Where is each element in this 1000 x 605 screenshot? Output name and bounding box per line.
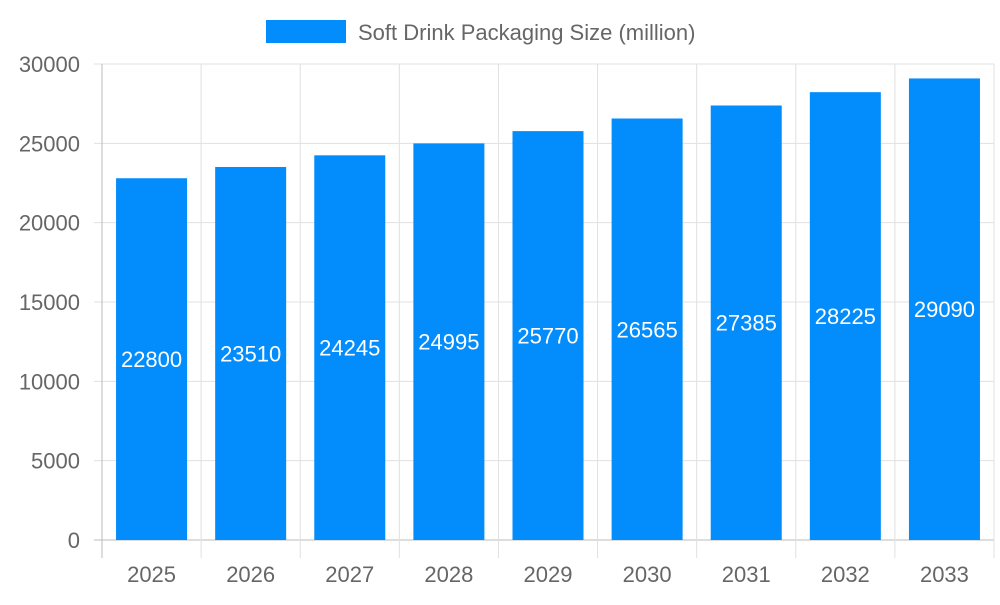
x-tick-label: 2027 <box>325 562 374 587</box>
legend-label: Soft Drink Packaging Size (million) <box>358 20 695 45</box>
bar-value-label: 24995 <box>418 330 479 355</box>
y-tick-label: 5000 <box>31 449 80 474</box>
y-tick-label: 20000 <box>19 211 80 236</box>
bar-value-label: 29090 <box>914 297 975 322</box>
bar-value-label: 23510 <box>220 341 281 366</box>
legend-swatch <box>266 20 346 43</box>
bar-value-label: 25770 <box>517 324 578 349</box>
bar-value-label: 22800 <box>121 347 182 372</box>
bar-value-label: 27385 <box>716 311 777 336</box>
x-tick-label: 2033 <box>920 562 969 587</box>
x-tick-label: 2028 <box>424 562 473 587</box>
bar <box>215 166 287 540</box>
y-tick-label: 25000 <box>19 131 80 156</box>
y-tick-label: 10000 <box>19 369 80 394</box>
bar-value-label: 28225 <box>815 304 876 329</box>
bar <box>710 105 782 540</box>
bar <box>116 178 188 541</box>
bar <box>809 92 881 540</box>
bar-value-label: 24245 <box>319 336 380 361</box>
y-tick-label: 0 <box>68 528 80 553</box>
bar <box>413 143 485 541</box>
x-tick-label: 2029 <box>524 562 573 587</box>
bar-value-label: 26565 <box>617 317 678 342</box>
bar <box>314 155 386 540</box>
axes: 0 5000 10000 15000 20000 25000 30000 2025 2026 20… <box>19 52 969 587</box>
bars: 22800 23510 24245 24995 25770 26565 27385 28225… <box>116 78 980 541</box>
y-tick-label: 30000 <box>19 52 80 77</box>
x-tick-label: 2026 <box>226 562 275 587</box>
x-tick-label: 2031 <box>722 562 771 587</box>
x-tick-label: 2030 <box>623 562 672 587</box>
bar <box>908 78 980 541</box>
y-tick-label: 15000 <box>19 290 80 315</box>
legend[interactable]: Soft Drink Packaging Size (million) <box>266 20 695 45</box>
bar <box>611 118 683 540</box>
x-tick-label: 2032 <box>821 562 870 587</box>
bar <box>512 131 584 540</box>
x-tick-label: 2025 <box>127 562 176 587</box>
